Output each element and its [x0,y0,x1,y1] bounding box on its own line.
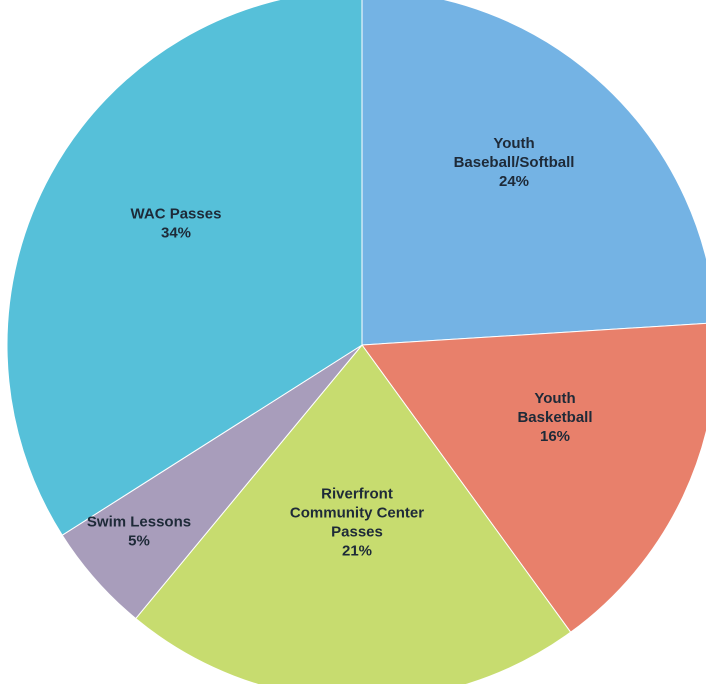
pie-slice [135,344,572,684]
pie-slice [361,322,706,633]
slice-label: Youth Basketball 16% [517,390,592,445]
slice-label-line: Youth [493,135,534,152]
slice-percent: 24% [499,173,529,190]
slice-label-line: Swim Lessons [87,514,191,531]
slice-label-line: Community Center [290,505,424,522]
slice-label-line: WAC Passes [131,206,222,223]
slice-label: Swim Lessons 5% [87,514,191,550]
pie-slices [6,0,706,684]
pie-slice [6,0,363,536]
pie-labels: Youth Baseball/Softball 24% Youth Basketball… [87,135,593,560]
slice-percent: 16% [540,428,570,445]
slice-label-line: Baseball/Softball [454,154,575,171]
slice-label-line: Basketball [517,409,592,426]
slice-percent: 5% [128,533,150,550]
slice-label-line: Passes [331,524,383,541]
slice-label: Riverfront Community Center Passes 21% [290,486,424,560]
slice-label: Youth Baseball/Softball 24% [454,135,575,190]
slice-label-line: Riverfront [321,486,393,503]
slice-label: WAC Passes 34% [131,206,222,242]
slice-percent: 34% [161,225,191,242]
slice-label-line: Youth [534,390,575,407]
slice-percent: 21% [342,543,372,560]
pie-slice [361,0,706,346]
